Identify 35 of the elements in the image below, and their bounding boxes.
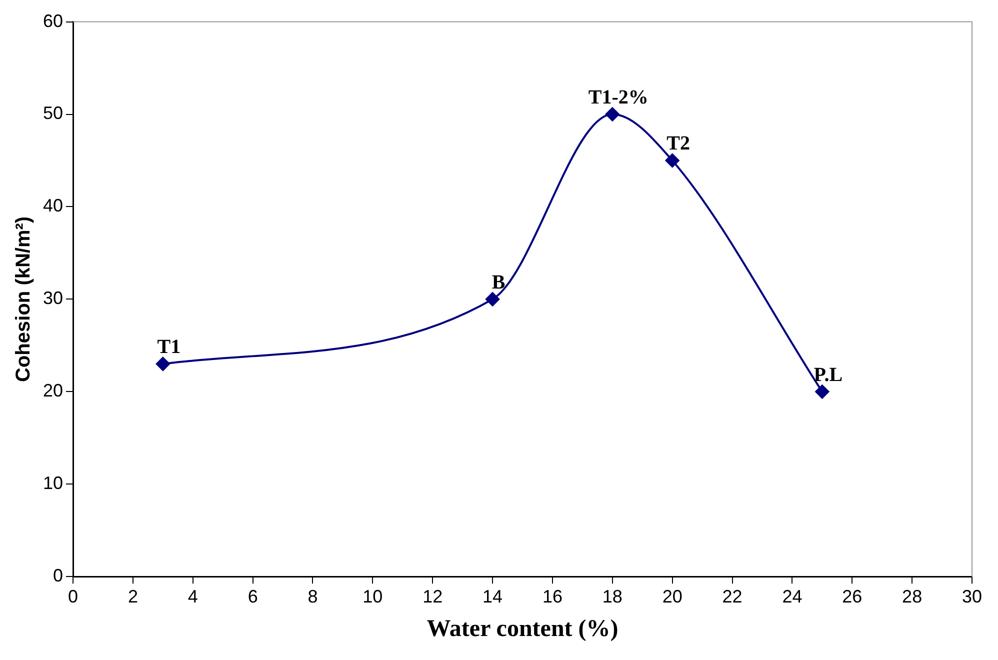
x-tick-label: 12 bbox=[422, 586, 443, 606]
y-tick-label: 30 bbox=[42, 288, 64, 308]
annotation: T1 bbox=[157, 336, 181, 358]
x-tick-label: 20 bbox=[662, 586, 682, 606]
point bbox=[156, 356, 170, 371]
x-tick-label: 14 bbox=[482, 586, 503, 606]
annotation: P.L bbox=[814, 364, 843, 386]
point bbox=[665, 154, 680, 168]
x-tick-label: 2 bbox=[128, 586, 138, 606]
y-axis-title: Cohesion (kN/m²) bbox=[12, 216, 35, 382]
y-tick-label: 40 bbox=[42, 196, 64, 216]
annotation: T1-2% bbox=[588, 86, 648, 108]
x-tick-label: 0 bbox=[68, 586, 78, 606]
x-tick-label: 6 bbox=[248, 586, 258, 606]
annotation: B bbox=[492, 271, 506, 294]
point bbox=[486, 292, 500, 306]
x-tick-label: 30 bbox=[962, 586, 982, 606]
x-tick-label: 18 bbox=[602, 586, 622, 606]
x-tick-label: 10 bbox=[362, 586, 383, 606]
x-tick-label: 4 bbox=[188, 586, 198, 606]
y-tick-label: 20 bbox=[42, 380, 64, 401]
x-tick-label: 24 bbox=[782, 586, 802, 606]
x-axis-title: Water content (%) bbox=[426, 616, 618, 642]
x-tick-label: 28 bbox=[902, 586, 922, 606]
y-tick-label: 0 bbox=[53, 566, 64, 586]
x-tick-label: 26 bbox=[842, 586, 862, 606]
x-tick-label: 22 bbox=[722, 586, 742, 606]
y-tick-label: 10 bbox=[42, 473, 64, 494]
point bbox=[605, 107, 620, 122]
x-tick-label: 8 bbox=[308, 586, 318, 606]
point bbox=[815, 384, 830, 399]
annotation: T2 bbox=[666, 132, 690, 155]
x-tick-label: 16 bbox=[542, 586, 562, 606]
y-tick-label: 60 bbox=[42, 10, 64, 31]
y-tick-label: 50 bbox=[42, 103, 64, 124]
